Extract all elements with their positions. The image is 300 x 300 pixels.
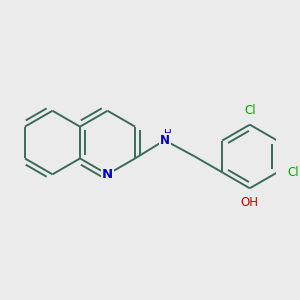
Text: N: N [102,168,113,181]
Text: Cl: Cl [287,166,299,179]
Text: OH: OH [241,196,259,209]
Text: H: H [164,129,171,139]
Text: Cl: Cl [244,104,256,117]
Text: N: N [160,134,170,147]
